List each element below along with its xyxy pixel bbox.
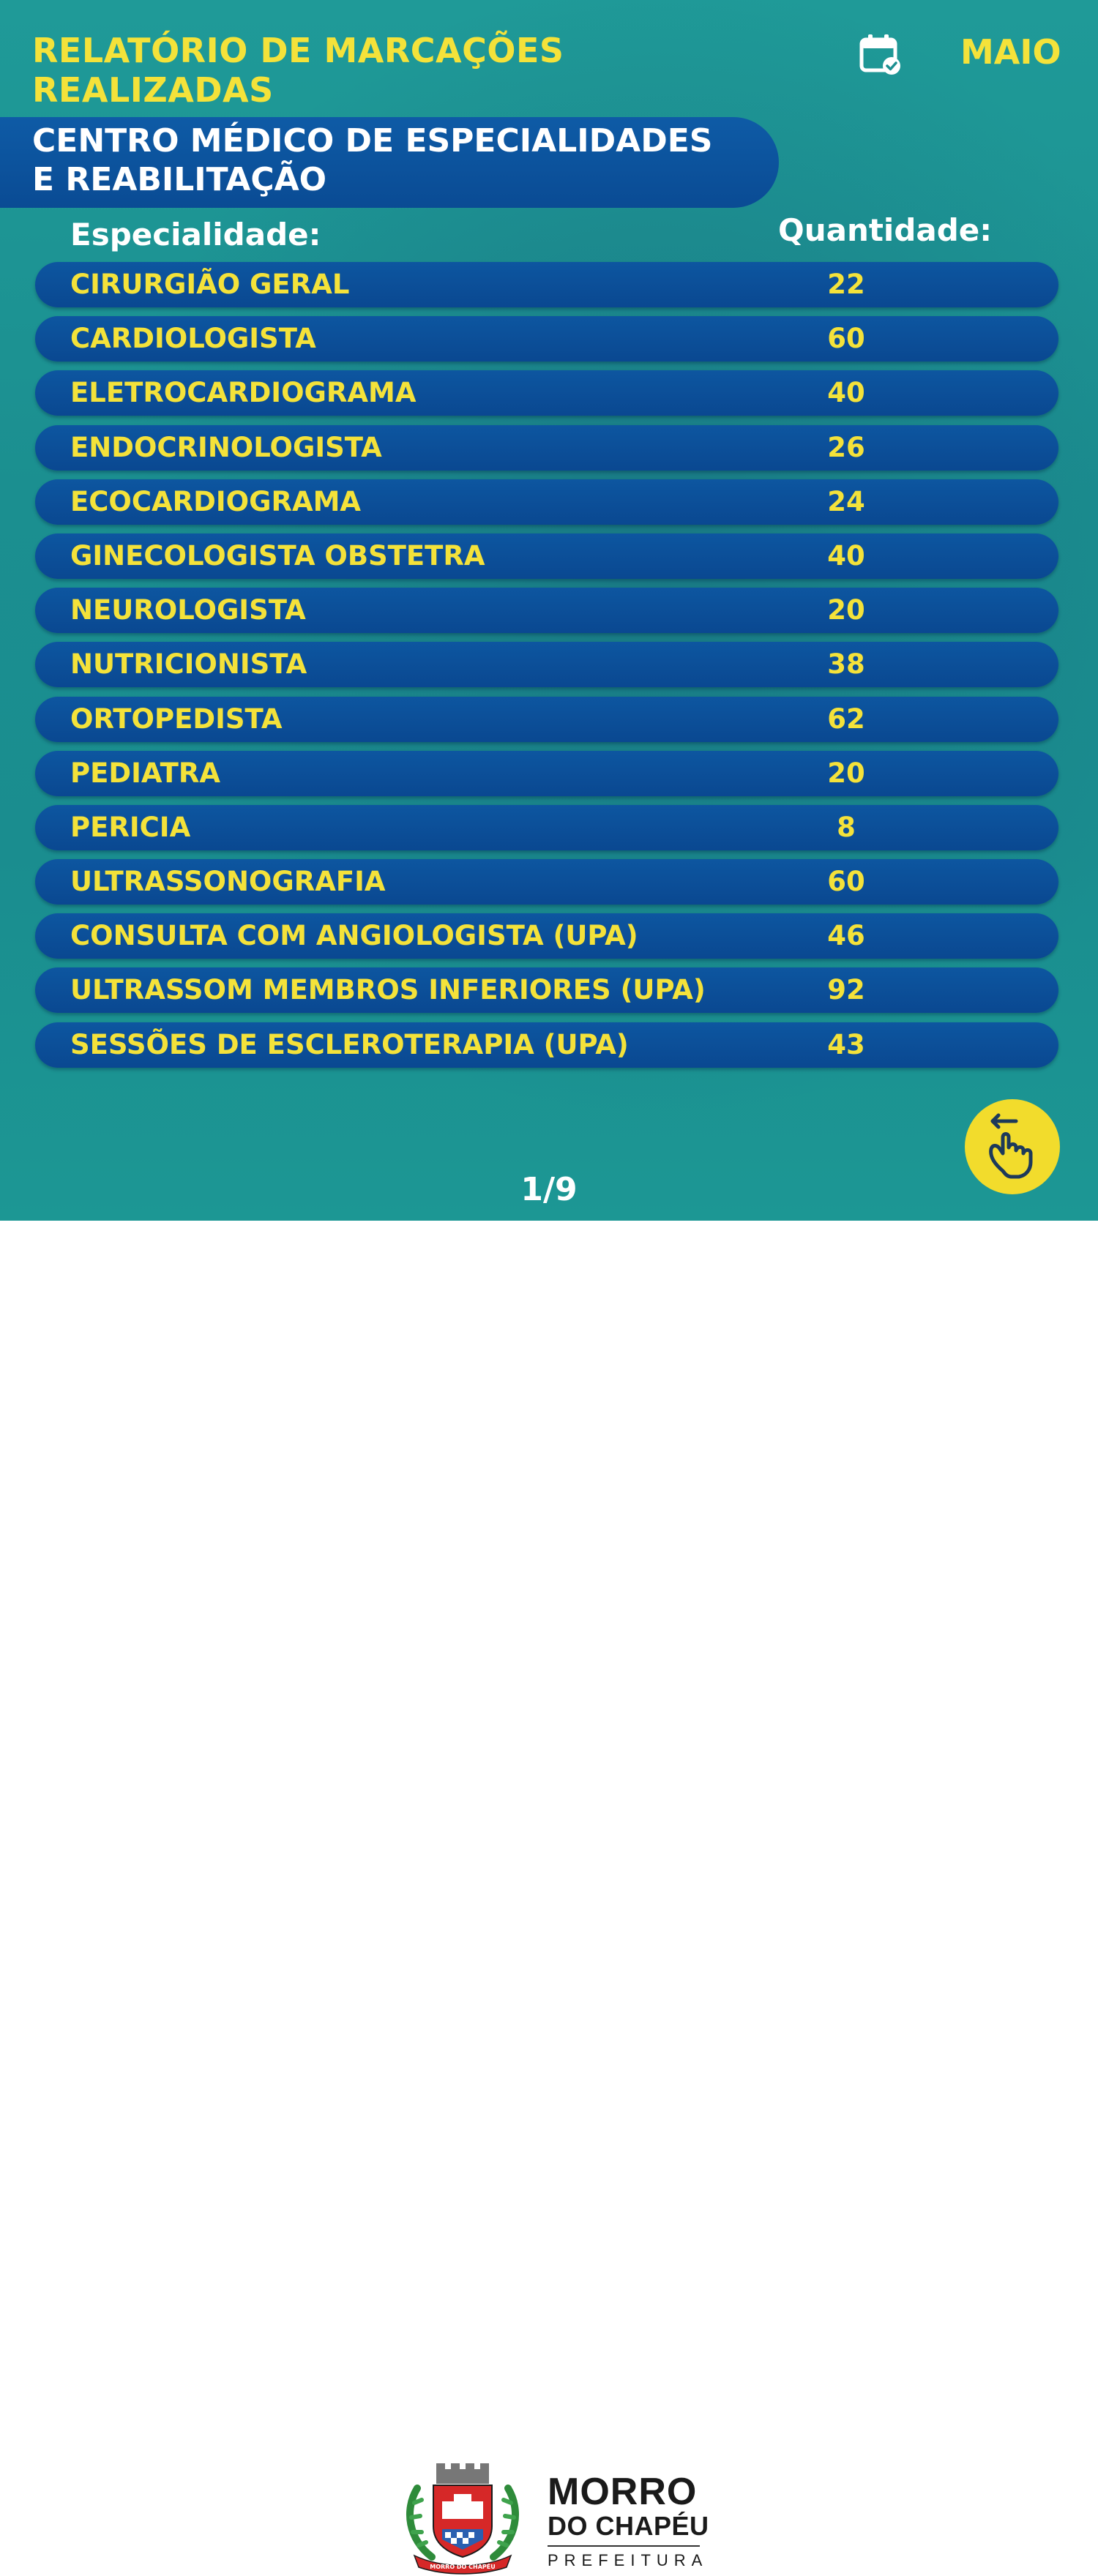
- specialty-quantity: 22: [827, 269, 865, 300]
- specialty-quantity: 26: [827, 431, 865, 463]
- report-title: RELATÓRIO DE MARCAÇÕES REALIZADAS: [32, 31, 564, 110]
- specialty-quantity: 20: [827, 594, 865, 626]
- table-row: GINECOLOGISTA OBSTETRA 40: [35, 533, 1058, 579]
- report-month: MAIO: [960, 32, 1061, 72]
- specialty-quantity: 40: [827, 377, 865, 409]
- specialty-name: GINECOLOGISTA OBSTETRA: [70, 539, 485, 572]
- specialty-name: SESSÕES DE ESCLEROTERAPIA (UPA): [70, 1028, 629, 1060]
- report-title-line2: REALIZADAS: [32, 70, 274, 110]
- swipe-button[interactable]: [965, 1099, 1060, 1194]
- table-row: NEUROLOGISTA 20: [35, 588, 1058, 634]
- calendar-check-icon: [859, 34, 900, 75]
- brand-wordmark: MORRO DO CHAPÉU PREFEITURA: [548, 2472, 709, 2573]
- brand-line3: PREFEITURA: [548, 2551, 709, 2569]
- specialty-name: CIRURGIÃO GERAL: [70, 269, 350, 300]
- specialty-quantity: 60: [827, 323, 865, 355]
- specialty-name: CONSULTA COM ANGIOLOGISTA (UPA): [70, 920, 638, 952]
- municipal-crest-icon: MORRO DO CHAPÉU: [406, 2463, 520, 2575]
- specialty-name: ELETROCARDIOGRAMA: [70, 377, 417, 409]
- table-row: NUTRICIONISTA 38: [35, 642, 1058, 688]
- table-row: CARDIOLOGISTA 60: [35, 316, 1058, 362]
- specialty-quantity: 92: [827, 974, 865, 1006]
- specialty-name: CARDIOLOGISTA: [70, 323, 316, 355]
- center-name: CENTRO MÉDICO DE ESPECIALIDADES E REABIL…: [32, 121, 712, 199]
- swipe-hand-icon: [989, 1113, 1033, 1179]
- table-row: ULTRASSOM MEMBROS INFERIORES (UPA) 92: [35, 967, 1058, 1014]
- table-row: ORTOPEDISTA 62: [35, 696, 1058, 742]
- table-row: ELETROCARDIOGRAMA 40: [35, 370, 1058, 416]
- specialty-name: ORTOPEDISTA: [70, 703, 283, 735]
- specialty-name: PEDIATRA: [70, 757, 220, 789]
- specialty-quantity: 8: [837, 811, 856, 843]
- table-row: CIRURGIÃO GERAL 22: [35, 262, 1058, 307]
- table-row: ECOCARDIOGRAMA 24: [35, 479, 1058, 525]
- brand-line1: MORRO: [548, 2471, 698, 2513]
- specialty-quantity: 38: [827, 648, 865, 681]
- brand-line2: DO CHAPÉU: [548, 2511, 709, 2541]
- specialty-name: ECOCARDIOGRAMA: [70, 485, 362, 517]
- specialty-name: ENDOCRINOLOGISTA: [70, 431, 382, 463]
- specialty-name: ULTRASSONOGRAFIA: [70, 866, 386, 898]
- report-title-line1: RELATÓRIO DE MARCAÇÕES: [32, 31, 564, 70]
- column-header-specialty: Especialidade:: [70, 217, 321, 252]
- table-row: ENDOCRINOLOGISTA 26: [35, 424, 1058, 471]
- table-row: ULTRASSONOGRAFIA 60: [35, 859, 1058, 905]
- specialty-name: ULTRASSOM MEMBROS INFERIORES (UPA): [70, 974, 706, 1006]
- table-row: SESSÕES DE ESCLEROTERAPIA (UPA) 43: [35, 1022, 1058, 1068]
- table-row: PEDIATRA 20: [35, 750, 1058, 796]
- specialty-table: CIRURGIÃO GERAL 22 CARDIOLOGISTA 60 ELETRO…: [35, 262, 1058, 1077]
- table-row: PERICIA 8: [35, 804, 1058, 850]
- specialty-quantity: 43: [827, 1028, 865, 1060]
- table-row: CONSULTA COM ANGIOLOGISTA (UPA) 46: [35, 913, 1058, 959]
- page-indicator: 1/9: [520, 1171, 578, 1208]
- center-banner: [0, 117, 779, 208]
- specialty-name: PERICIA: [70, 811, 191, 843]
- brand-divider: [548, 2545, 700, 2547]
- specialty-quantity: 46: [827, 920, 865, 952]
- crest-ribbon-text: MORRO DO CHAPÉU: [430, 2562, 495, 2570]
- center-name-line1: CENTRO MÉDICO DE ESPECIALIDADES: [32, 122, 713, 160]
- footer: MORRO DO CHAPÉU MORRO DO CHAPÉU PREFEITU…: [0, 1221, 1098, 2575]
- specialty-quantity: 24: [827, 485, 865, 517]
- specialty-quantity: 40: [827, 539, 865, 572]
- specialty-quantity: 62: [827, 703, 865, 735]
- specialty-name: NUTRICIONISTA: [70, 648, 307, 681]
- specialty-name: NEUROLOGISTA: [70, 594, 306, 626]
- specialty-quantity: 60: [827, 866, 865, 898]
- center-name-line2: E REABILITAÇÃO: [32, 161, 327, 198]
- report-panel: RELATÓRIO DE MARCAÇÕES REALIZADAS MAIO C…: [0, 0, 1098, 1221]
- column-header-quantity: Quantidade:: [778, 212, 993, 248]
- specialty-quantity: 20: [827, 757, 865, 789]
